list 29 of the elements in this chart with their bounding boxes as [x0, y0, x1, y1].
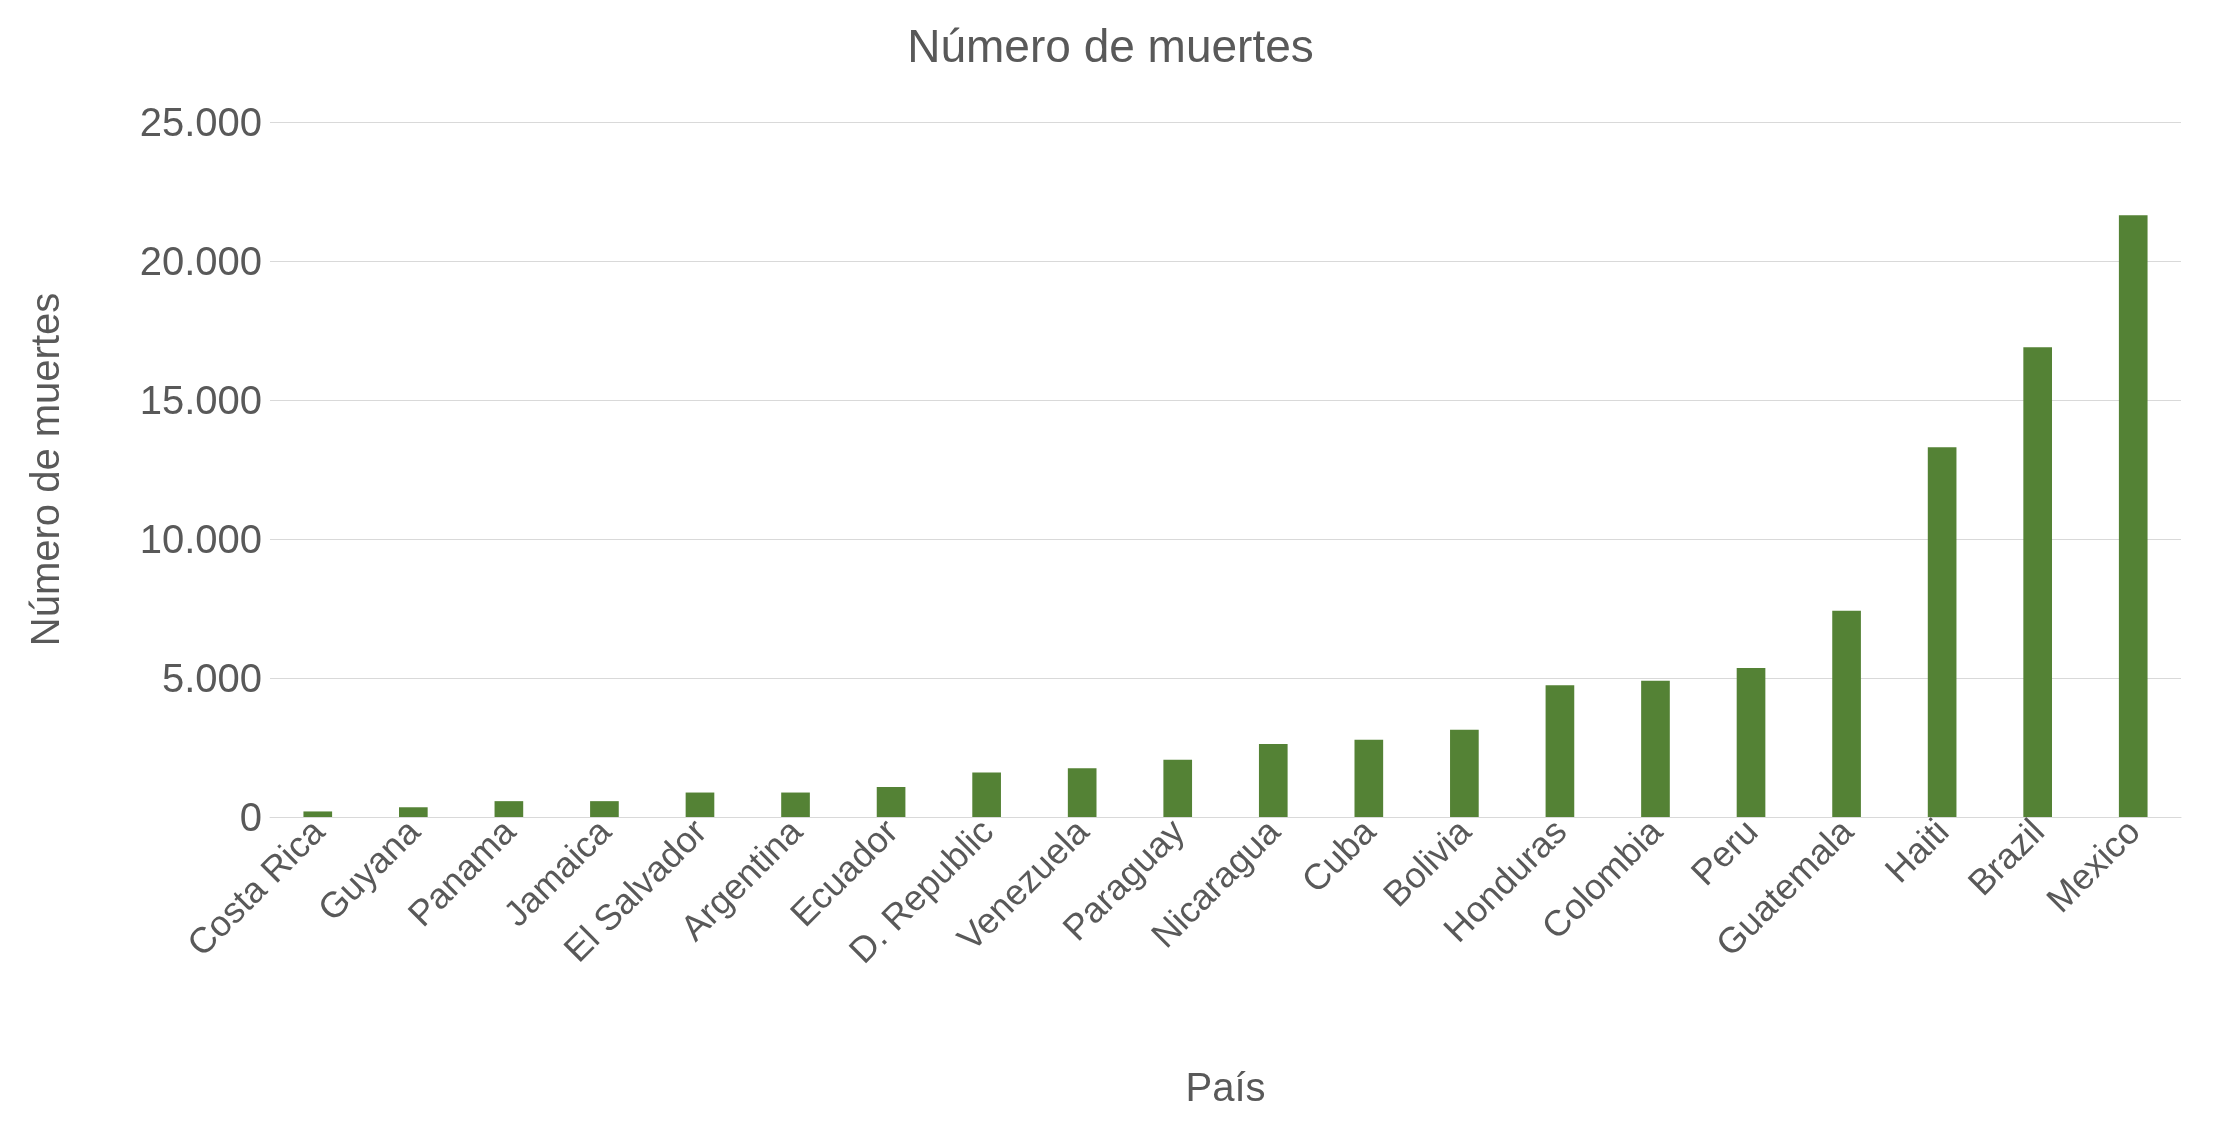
y-tick-label: 25.000 — [139, 100, 262, 144]
bar — [494, 801, 524, 817]
bar — [876, 786, 906, 817]
y-tick-label: 20.000 — [139, 239, 262, 283]
bar — [1545, 685, 1575, 817]
bar — [1927, 447, 1957, 817]
bar — [1450, 729, 1479, 817]
y-tick-label: 15.000 — [139, 378, 262, 422]
bar — [303, 811, 333, 817]
bar — [1354, 739, 1384, 817]
bar — [1736, 667, 1766, 817]
x-axis-title: País — [1185, 1065, 1266, 1109]
bar — [1067, 768, 1097, 817]
y-axis-title: Número de muertes — [23, 292, 67, 647]
y-tick-label: 5.000 — [161, 656, 262, 700]
bar — [1832, 610, 1861, 817]
bar — [781, 792, 810, 817]
y-tick-label: 0 — [239, 795, 262, 839]
bar — [972, 772, 1001, 817]
y-tick-label: 10.000 — [139, 517, 262, 561]
bar — [2023, 347, 2053, 817]
bar — [590, 801, 619, 817]
bar — [398, 807, 428, 817]
bar — [685, 792, 715, 817]
bar — [1641, 680, 1670, 817]
bar — [2118, 215, 2148, 817]
bar — [1163, 759, 1193, 817]
bar — [1258, 743, 1288, 817]
chart-title: Número de muertes — [907, 20, 1314, 72]
